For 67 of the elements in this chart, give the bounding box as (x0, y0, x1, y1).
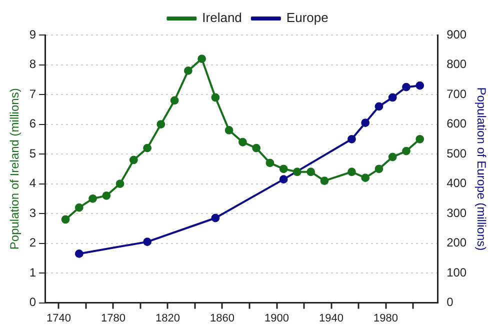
point (279, 164, 288, 174)
y-tick-label: 6 (29, 116, 36, 131)
point (388, 152, 397, 162)
y2-tick-label: 0 (446, 295, 454, 310)
x-tick-label: 1940 (319, 312, 344, 324)
y-tick-label: 9 (29, 27, 36, 42)
y-tick-label: 2 (29, 236, 36, 250)
point (374, 164, 384, 174)
point (74, 203, 84, 212)
x-tick-label: 1980 (374, 312, 398, 324)
x-tick-label: 1740 (46, 312, 71, 324)
point (361, 174, 370, 182)
y2-tick-label: 600 (446, 116, 467, 131)
point (416, 134, 424, 144)
y2-tick-label: 700 (446, 86, 467, 101)
x-tick-label: 1900 (264, 312, 290, 324)
y2-tick-label: 400 (446, 176, 467, 190)
point (74, 250, 84, 258)
y2-axis-title: Population of Europe (millions) (474, 87, 488, 251)
point (388, 93, 397, 102)
point (402, 82, 410, 92)
point (374, 102, 384, 111)
y-tick-label: 5 (29, 146, 36, 160)
point (402, 146, 410, 156)
point (61, 215, 70, 224)
point (102, 191, 111, 200)
point (156, 120, 166, 128)
point (116, 180, 124, 188)
point (211, 214, 220, 222)
y-tick-label: 0 (29, 295, 36, 310)
point (320, 176, 329, 185)
point (211, 93, 220, 102)
y-tick-label: 3 (29, 206, 36, 220)
point (348, 134, 356, 144)
y2-tick-label: 200 (446, 236, 467, 250)
point (88, 194, 97, 203)
point (224, 126, 234, 134)
point (252, 144, 261, 152)
y-tick-label: 4 (29, 176, 36, 190)
point (416, 81, 424, 90)
y2-tick-label: 900 (446, 27, 467, 42)
point (293, 168, 302, 176)
y-tick-label: 7 (29, 86, 36, 101)
point (238, 138, 247, 146)
y2-tick-label: 100 (446, 265, 467, 280)
legend-label: Ireland (202, 10, 242, 26)
point (306, 168, 316, 176)
x-tick-label: 1860 (210, 312, 234, 324)
y2-tick-label: 500 (446, 146, 467, 160)
point (348, 168, 356, 176)
point (129, 156, 138, 164)
legend-label: Europe (286, 10, 328, 26)
x-tick-label: 1780 (100, 312, 126, 324)
point (198, 54, 206, 64)
point (266, 158, 274, 168)
y-tick-label: 1 (29, 265, 36, 280)
point (143, 144, 152, 152)
y-tick-label: 8 (29, 57, 36, 72)
point (361, 118, 370, 127)
point (143, 238, 152, 246)
point (170, 96, 179, 105)
point (184, 66, 192, 75)
y2-tick-label: 300 (446, 206, 467, 220)
x-tick-label: 1820 (155, 312, 180, 324)
y-axis-title: Population of Ireland (millions) (8, 88, 22, 250)
y2-tick-label: 800 (446, 57, 467, 72)
point (279, 175, 288, 184)
